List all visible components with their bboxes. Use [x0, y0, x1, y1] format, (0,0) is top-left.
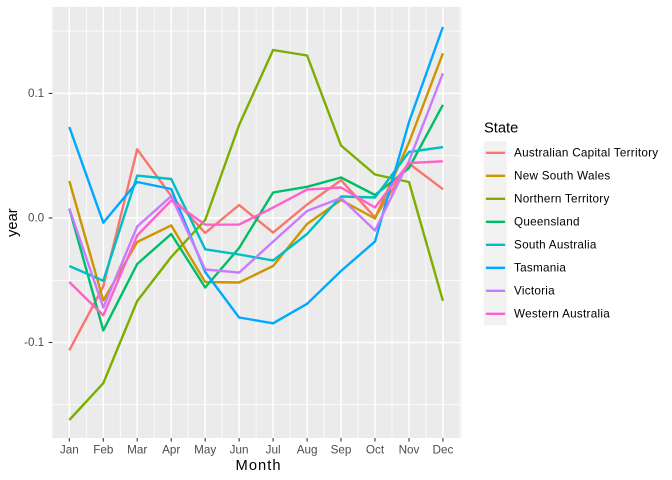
svg-text:Mar: Mar [127, 444, 147, 457]
svg-text:May: May [194, 444, 216, 457]
svg-text:Oct: Oct [366, 444, 385, 457]
svg-text:Victoria: Victoria [514, 285, 555, 298]
svg-text:Western Australia: Western Australia [514, 308, 610, 321]
svg-text:Jun: Jun [230, 444, 249, 457]
svg-text:Apr: Apr [162, 444, 180, 457]
svg-text:Jan: Jan [60, 444, 79, 457]
svg-text:Aug: Aug [297, 444, 318, 457]
svg-text:New South Wales: New South Wales [514, 170, 611, 183]
svg-text:Northern Territory: Northern Territory [514, 193, 610, 206]
svg-text:Feb: Feb [93, 444, 114, 457]
svg-text:Dec: Dec [433, 444, 454, 457]
svg-text:Month: Month [236, 458, 282, 474]
svg-text:Queensland: Queensland [514, 216, 580, 229]
svg-text:South Australia: South Australia [514, 239, 597, 252]
svg-text:State: State [484, 121, 518, 137]
svg-text:Nov: Nov [399, 444, 420, 457]
svg-text:Australian Capital Territory: Australian Capital Territory [514, 147, 658, 160]
svg-text:0.1: 0.1 [28, 87, 44, 100]
svg-text:-0.1: -0.1 [24, 336, 44, 349]
svg-text:0.0: 0.0 [28, 211, 45, 224]
svg-text:Sep: Sep [331, 444, 352, 457]
svg-text:Jul: Jul [266, 444, 281, 457]
svg-text:year: year [5, 208, 21, 237]
svg-text:Tasmania: Tasmania [514, 262, 566, 275]
